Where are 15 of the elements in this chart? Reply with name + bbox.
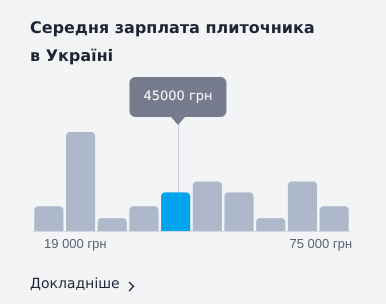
text: Докладніше	[30, 276, 120, 292]
text: 45000 грн	[129, 77, 227, 117]
bar	[66, 132, 96, 231]
bar	[34, 206, 64, 231]
bar	[320, 206, 349, 231]
bar	[129, 206, 159, 231]
bar	[98, 218, 127, 231]
text: 19 000 грн	[44, 236, 107, 251]
bar	[224, 192, 254, 231]
bar	[192, 182, 222, 231]
bar	[256, 218, 286, 231]
text: 75 000 грн	[289, 236, 352, 251]
chart-title: Середня зарплата плиточника в Україні	[30, 17, 316, 67]
bar	[288, 182, 318, 231]
bar	[161, 192, 190, 231]
